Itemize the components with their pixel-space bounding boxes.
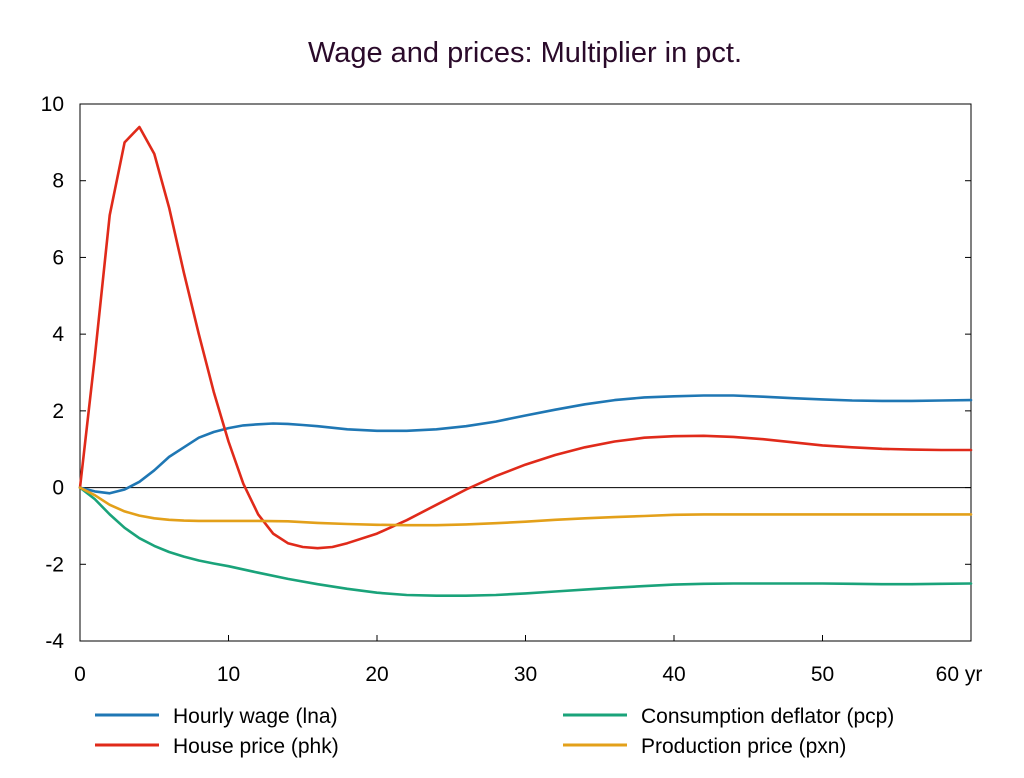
y-tick-label: 8	[52, 170, 64, 193]
legend-label-1: Hourly wage (lna)	[173, 705, 338, 728]
x-tick-label: 10	[217, 663, 240, 686]
y-tick-label: -2	[45, 553, 64, 576]
y-tick-label: -4	[45, 630, 64, 653]
y-tick-label: 6	[52, 246, 64, 269]
legend: Hourly wage (lna) House price (phk) Consum…	[95, 705, 894, 758]
x-tick-label: 0	[74, 663, 86, 686]
plot-area	[79, 103, 972, 642]
series-line-3	[78, 486, 973, 598]
x-tick-label: 20	[365, 663, 388, 686]
x-tick-label: 50	[811, 663, 834, 686]
series-line-4	[78, 486, 973, 527]
series-line-2	[78, 125, 973, 550]
x-tick-label: 60 yr	[936, 663, 983, 686]
chart-title: Wage and prices: Multiplier in pct.	[308, 37, 742, 69]
plot-border	[79, 103, 972, 642]
y-tick-label: 2	[52, 400, 64, 423]
y-tick-label: 10	[41, 93, 64, 116]
series-lines	[78, 125, 973, 598]
y-tick-label: 0	[52, 477, 64, 500]
legend-label-3: Consumption deflator (pcp)	[641, 705, 894, 728]
series-line-1	[78, 394, 973, 495]
x-tick-label: 40	[662, 663, 685, 686]
y-tick-label: 4	[52, 323, 64, 346]
axis-ticks: -4 -2 0 2 4 6 8 10 0 10 20 30 40 50 60 yr	[41, 93, 983, 686]
legend-label-4: Production price (pxn)	[641, 735, 846, 758]
legend-label-2: House price (phk)	[173, 735, 339, 758]
x-tick-label: 30	[514, 663, 537, 686]
